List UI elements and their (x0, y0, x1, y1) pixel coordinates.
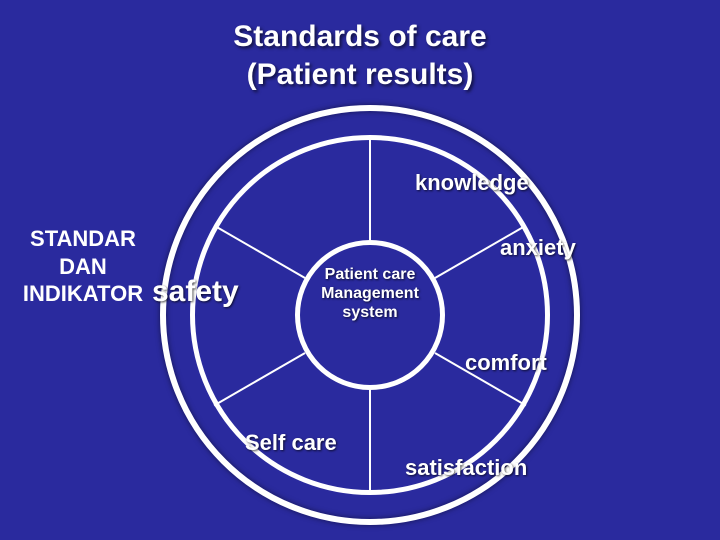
side-label-l2: DAN (59, 254, 107, 279)
side-label-l1: STANDAR (30, 226, 136, 251)
center-l3: system (342, 304, 397, 321)
side-label: STANDAR DAN INDIKATOR (8, 225, 158, 308)
circle-diagram: Patient care Management system knowledge… (160, 105, 580, 525)
spoke (369, 390, 371, 495)
page-title: Standards of care (Patient results) (233, 18, 486, 93)
spoke (369, 135, 371, 240)
segment-comfort: comfort (465, 350, 547, 376)
segment-satisfaction: satisfaction (405, 455, 527, 481)
center-l2: Management (321, 285, 419, 302)
title-line2: (Patient results) (247, 58, 474, 91)
title-line1: Standards of care (233, 20, 486, 53)
segment-knowledge: knowledge (415, 170, 529, 196)
segment-safety: safety (152, 275, 239, 309)
center-label: Patient care Management system (302, 265, 438, 323)
segment-selfcare: Self care (245, 430, 337, 456)
side-label-l3: INDIKATOR (23, 281, 143, 306)
segment-anxiety: anxiety (500, 235, 576, 261)
center-l1: Patient care (325, 266, 416, 283)
